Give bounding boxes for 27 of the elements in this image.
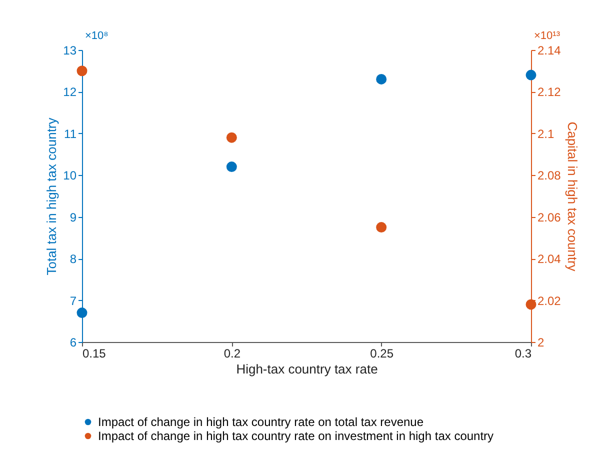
y-tick-label: 6 <box>70 336 77 350</box>
y-tick-label: 8 <box>70 252 77 266</box>
x-tick-label: 0.2 <box>224 346 241 360</box>
legend-label: Impact of change in high tax country rate on investment in high tax country <box>98 429 494 443</box>
x-axis-title: High-tax country tax rate <box>236 362 378 376</box>
text: ×10¹³ <box>534 30 560 42</box>
y2-tick-label: 2.1 <box>538 126 555 141</box>
y-tick-label: 11 <box>64 126 77 141</box>
y2-tick-label: 2.12 <box>538 85 562 100</box>
y2-tick-label: 2.04 <box>538 252 562 266</box>
y2-tick-label: 2.14 <box>538 44 562 58</box>
x-tick-label: 0.25 <box>370 346 394 360</box>
y2-axis-title: Capital in high tax country <box>564 122 580 272</box>
y2-tick-label: 2.02 <box>538 294 562 308</box>
y-tick-label: 13 <box>63 44 77 58</box>
y2-tick-label: 2 <box>538 336 544 350</box>
legend-label: Impact of change in high tax country rate on total tax revenue <box>98 415 424 429</box>
y2-tick-label: 2.06 <box>538 210 562 224</box>
x-tick-label: 0.15 <box>82 346 106 360</box>
y-tick-label: 7 <box>70 294 77 308</box>
y-tick-label: 9 <box>70 210 77 224</box>
y-axis-title: Total tax in high tax country <box>44 117 60 276</box>
x-tick-label: 0.3 <box>514 346 532 360</box>
y2-tick-label: 2.08 <box>538 168 562 183</box>
y-tick-label: 12 <box>63 85 77 100</box>
text: ×10⁸ <box>85 30 108 42</box>
y-tick-label: 10 <box>63 168 77 183</box>
